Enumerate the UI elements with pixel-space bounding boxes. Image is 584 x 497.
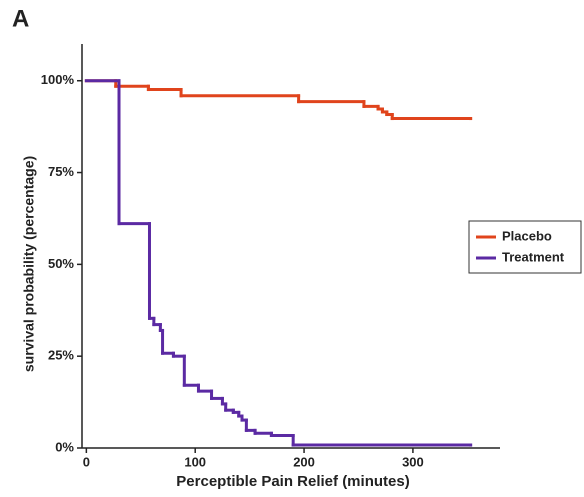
y-tick-label: 75% bbox=[48, 164, 74, 179]
x-axis-label: Perceptible Pain Relief (minutes) bbox=[176, 473, 409, 490]
x-tick-label: 0 bbox=[83, 454, 90, 469]
y-tick-label: 0% bbox=[55, 439, 74, 454]
legend-box bbox=[468, 220, 582, 274]
x-tick-label: 100 bbox=[184, 454, 206, 469]
legend-label: Treatment bbox=[502, 249, 565, 264]
legend-label: Placebo bbox=[502, 228, 552, 243]
panel-label: A bbox=[12, 5, 29, 32]
y-tick-label: 100% bbox=[41, 72, 75, 87]
y-tick-label: 25% bbox=[48, 348, 74, 363]
y-tick-label: 50% bbox=[48, 256, 74, 271]
y-axis-label: survival probability (percentage) bbox=[21, 156, 37, 372]
x-tick-label: 300 bbox=[402, 454, 424, 469]
x-tick-label: 200 bbox=[293, 454, 315, 469]
